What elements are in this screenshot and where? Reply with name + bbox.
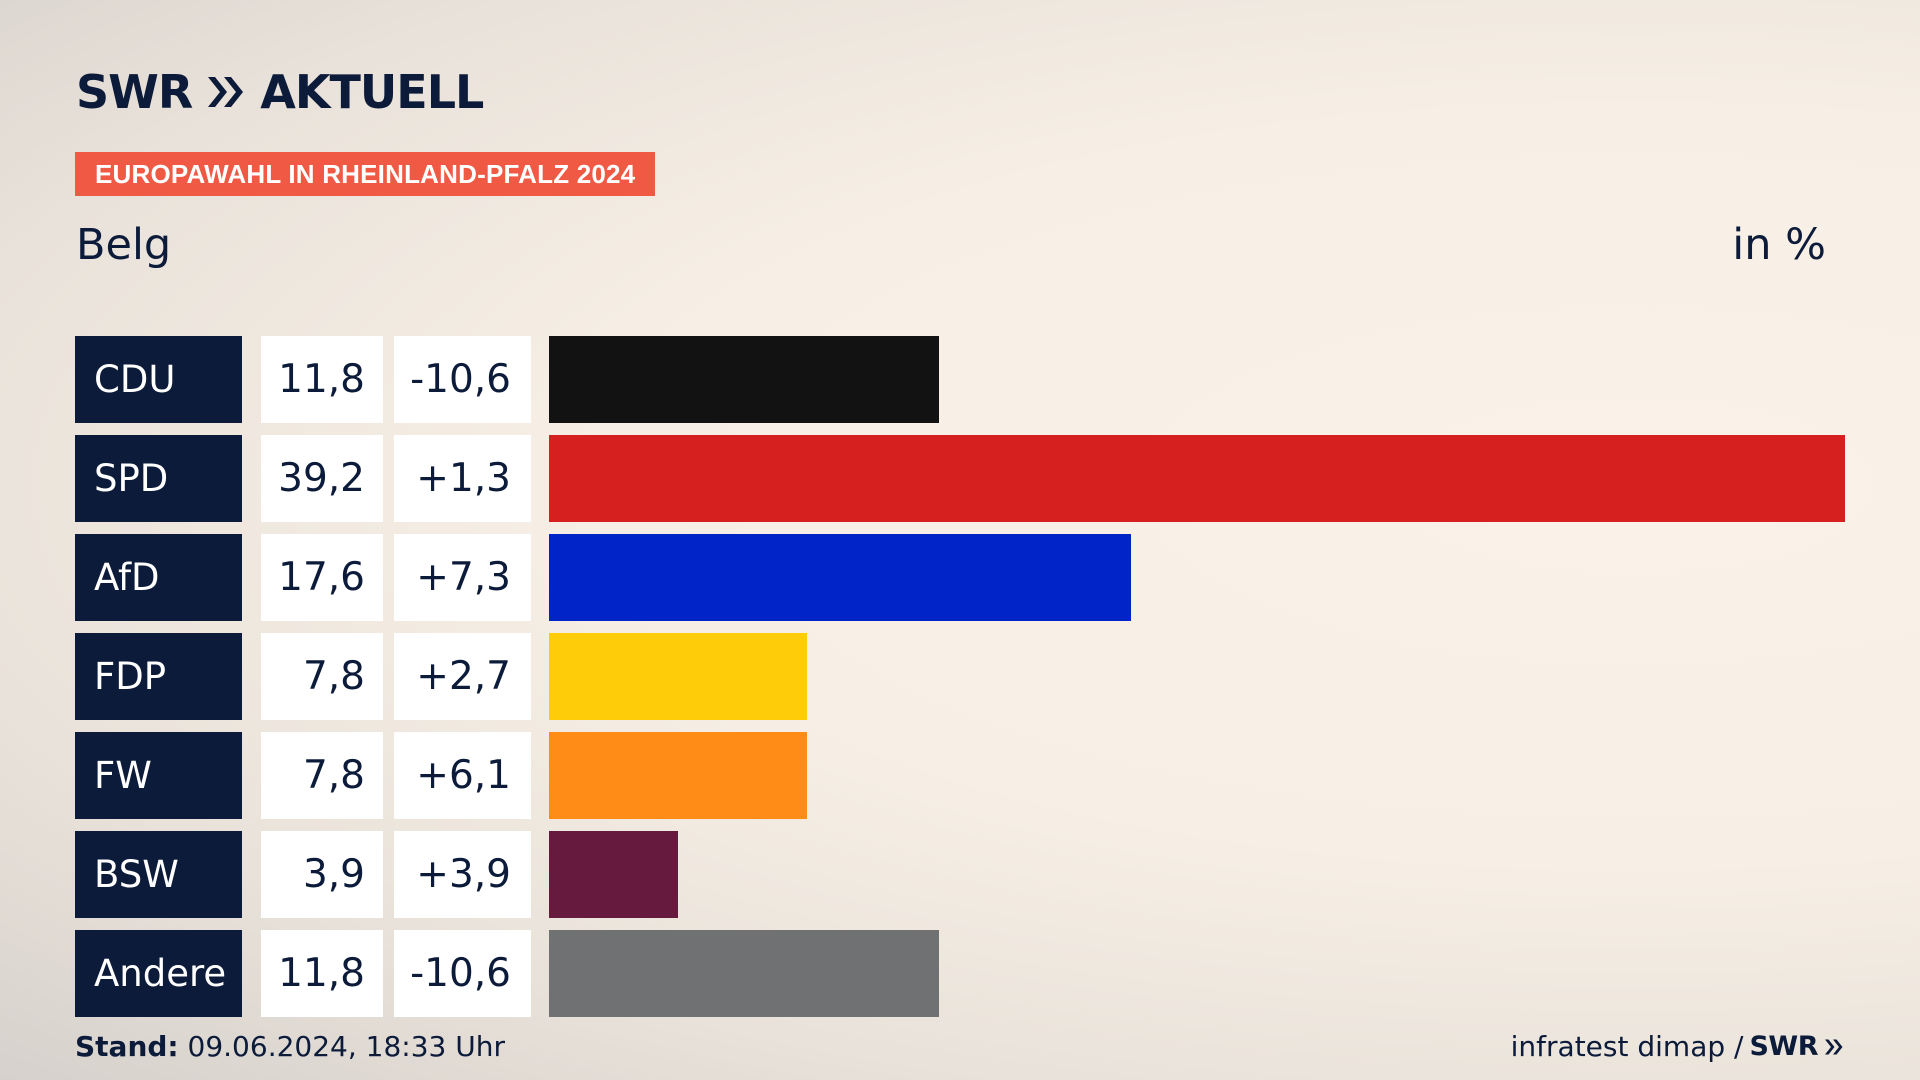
source-swr-logo: SWR: [1749, 1031, 1818, 1062]
vote-share-label: 3,9: [261, 831, 383, 918]
party-label: AfD: [75, 534, 242, 621]
result-bar: [549, 435, 1845, 522]
stand-label: Stand:: [75, 1030, 179, 1063]
party-label: FW: [75, 732, 242, 819]
result-bar: [549, 930, 939, 1017]
double-chevron-icon: [1825, 1039, 1843, 1054]
logo-aktuell-text: AKTUELL: [260, 65, 484, 119]
logo-swr-text: SWR: [76, 65, 193, 119]
timestamp: Stand: 09.06.2024, 18:33 Uhr: [75, 1030, 505, 1063]
change-label: +3,9: [394, 831, 531, 918]
source-credit: infratest dimap / SWR: [1511, 1030, 1844, 1063]
vote-share-label: 39,2: [261, 435, 383, 522]
unit-label: in %: [1732, 220, 1826, 270]
double-chevron-icon: [208, 77, 244, 107]
change-label: -10,6: [394, 930, 531, 1017]
vote-share-label: 7,8: [261, 732, 383, 819]
party-label: FDP: [75, 633, 242, 720]
source-text: infratest dimap /: [1510, 1030, 1744, 1063]
party-label: SPD: [75, 435, 242, 522]
vote-share-label: 11,8: [261, 930, 383, 1017]
vote-share-label: 7,8: [261, 633, 383, 720]
result-bar: [549, 732, 807, 819]
party-label: BSW: [75, 831, 242, 918]
region-title: Belg: [76, 220, 172, 270]
change-label: +2,7: [394, 633, 531, 720]
stand-value: 09.06.2024, 18:33 Uhr: [187, 1030, 505, 1063]
result-bar: [549, 336, 939, 423]
vote-share-label: 17,6: [261, 534, 383, 621]
swr-aktuell-logo: SWR AKTUELL: [76, 65, 484, 119]
party-label: Andere: [75, 930, 242, 1017]
change-label: -10,6: [394, 336, 531, 423]
result-bar: [549, 534, 1131, 621]
result-bar: [549, 633, 807, 720]
election-banner: EUROPAWAHL IN RHEINLAND-PFALZ 2024: [75, 152, 656, 196]
change-label: +7,3: [394, 534, 531, 621]
change-label: +1,3: [394, 435, 531, 522]
result-bar: [549, 831, 678, 918]
party-label: CDU: [75, 336, 242, 423]
change-label: +6,1: [394, 732, 531, 819]
vote-share-label: 11,8: [261, 336, 383, 423]
